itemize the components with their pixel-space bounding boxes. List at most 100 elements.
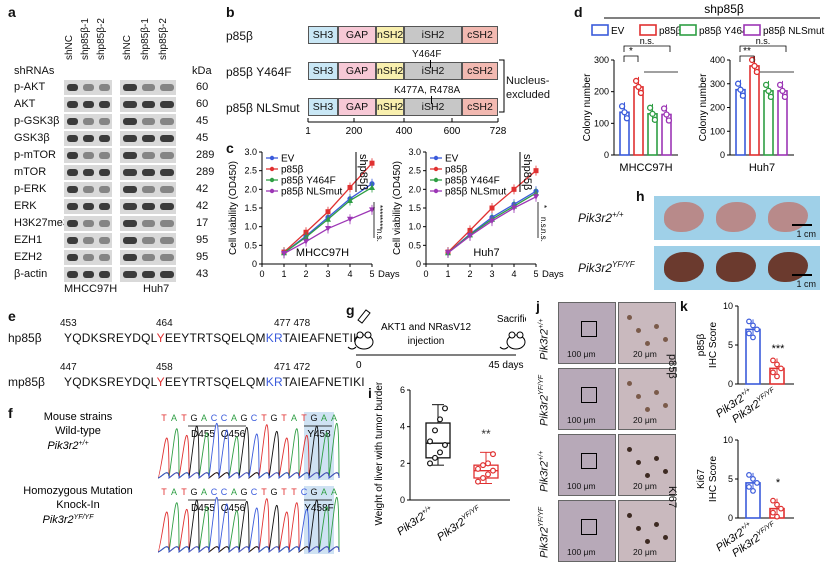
base-call: T: [261, 487, 267, 497]
data-point: [776, 81, 784, 89]
liver-specimen: [716, 202, 756, 232]
domain-box: GAP: [338, 26, 376, 44]
codon-label: Y458F: [304, 503, 333, 514]
legend-label: EV: [445, 154, 459, 165]
significance-mark: n.s.: [539, 217, 548, 230]
blot-band: [83, 203, 94, 210]
mutation-mark: [430, 60, 431, 68]
legend-label: p85β: [281, 165, 304, 176]
blot-band: [123, 152, 137, 159]
blot-band: [67, 152, 78, 159]
data-point: [489, 467, 496, 474]
timeline-end: 45 days: [488, 360, 523, 371]
panel-label-b: b: [226, 4, 235, 20]
y-tick-label: 2: [400, 458, 405, 468]
data-point: [767, 93, 775, 101]
scale-label: 100 μm: [567, 481, 596, 491]
data-point: [533, 194, 539, 200]
blot-band: [67, 118, 78, 125]
kda-label: kDa: [192, 65, 212, 77]
y-tick-label: 5: [728, 474, 733, 484]
liver-photo: 1 cm: [654, 196, 820, 240]
base-call: T: [301, 413, 307, 423]
data-point: [303, 239, 309, 245]
significance-mark: n.s.: [539, 229, 548, 242]
y-tick-label: 0: [400, 495, 405, 505]
blot-band: [83, 237, 94, 244]
scale-label: 1 cm: [796, 279, 816, 289]
significance-mark: ****: [375, 205, 384, 217]
kda-value: 60: [196, 81, 209, 93]
genotype-label: Pik3r2+/+: [538, 450, 551, 492]
legend-label: EV: [281, 154, 295, 165]
data-point: [734, 80, 742, 87]
blot-band: [160, 135, 174, 142]
data-point: [778, 505, 784, 512]
blot-band: [67, 135, 78, 142]
y-axis-label: Colony number: [582, 73, 593, 141]
blot-band: [123, 271, 137, 278]
blot-band: [141, 135, 156, 142]
data-point: [651, 116, 659, 123]
base-call: A: [201, 487, 207, 497]
base-call: G: [310, 487, 317, 497]
y-axis-label: p85β: [696, 334, 707, 357]
construct-name: p85β Y464F: [226, 65, 292, 79]
data-point: [484, 460, 491, 467]
data-point: [754, 326, 760, 333]
data-point: [746, 330, 752, 337]
blot-strip: [64, 182, 112, 197]
base-call: T: [291, 487, 297, 497]
y-tick-label: 0: [252, 259, 257, 269]
data-point: [441, 405, 448, 412]
domain-box: nSH2: [376, 26, 404, 44]
nucleus-dot: [663, 535, 668, 540]
blot-band: [141, 152, 156, 159]
codon-label: D455: [191, 429, 215, 440]
data-point: [762, 81, 770, 89]
shp85b-label: shp85β: [357, 154, 369, 190]
y-tick-label: 10: [723, 435, 733, 445]
blot-band: [83, 84, 94, 91]
blot-band: [123, 254, 137, 261]
kda-value: 17: [196, 217, 209, 229]
significance-mark: n.s.: [375, 229, 384, 242]
blot-band: [83, 101, 94, 108]
base-call: A: [321, 487, 327, 497]
x-tick-label: 3: [325, 269, 330, 279]
blot-strip: [120, 182, 176, 197]
significance-mark: *: [539, 205, 548, 208]
scale-label: 20 μm: [633, 547, 657, 557]
base-call: T: [261, 413, 267, 423]
domain-box: iSH2: [404, 98, 462, 116]
data-point: [445, 250, 451, 256]
blot-strip: [64, 250, 112, 265]
nucleus-dot: [654, 324, 659, 329]
y-tick-label: 200: [594, 87, 609, 97]
legend-marker: [269, 166, 275, 172]
domain-box: nSH2: [376, 62, 404, 80]
liver-photos: Pik3r2+/+ 1 cm Pik3r2YF/YF 1 cm: [578, 196, 820, 292]
y-tick-label: 3.0: [408, 147, 421, 157]
nucleus-dot: [627, 381, 632, 386]
ihc-high-mag: 20 μm: [618, 500, 676, 562]
nucleus-dot: [636, 526, 641, 531]
chromatogram-trace: [157, 423, 340, 479]
residue-axis: 1 200 400 600 728: [305, 118, 507, 137]
significance-mark: ****: [375, 217, 384, 229]
y-axis-label: Cell viability (OD450): [228, 161, 239, 255]
scale-label: 1 cm: [796, 229, 816, 239]
data-point: [754, 479, 760, 486]
blot-label: EZH1: [14, 234, 43, 246]
legend-marker: [269, 177, 275, 183]
ihc-low-mag: 100 μm: [558, 368, 616, 430]
data-point: [779, 87, 786, 95]
base-call: G: [270, 487, 277, 497]
nls-residues: KR: [265, 375, 283, 389]
base-call: A: [201, 413, 207, 423]
significance-mark: *: [776, 477, 781, 489]
legend-swatch: [743, 24, 761, 36]
x-tick-label: 4: [511, 269, 516, 279]
position-end: 471 472: [274, 362, 311, 373]
